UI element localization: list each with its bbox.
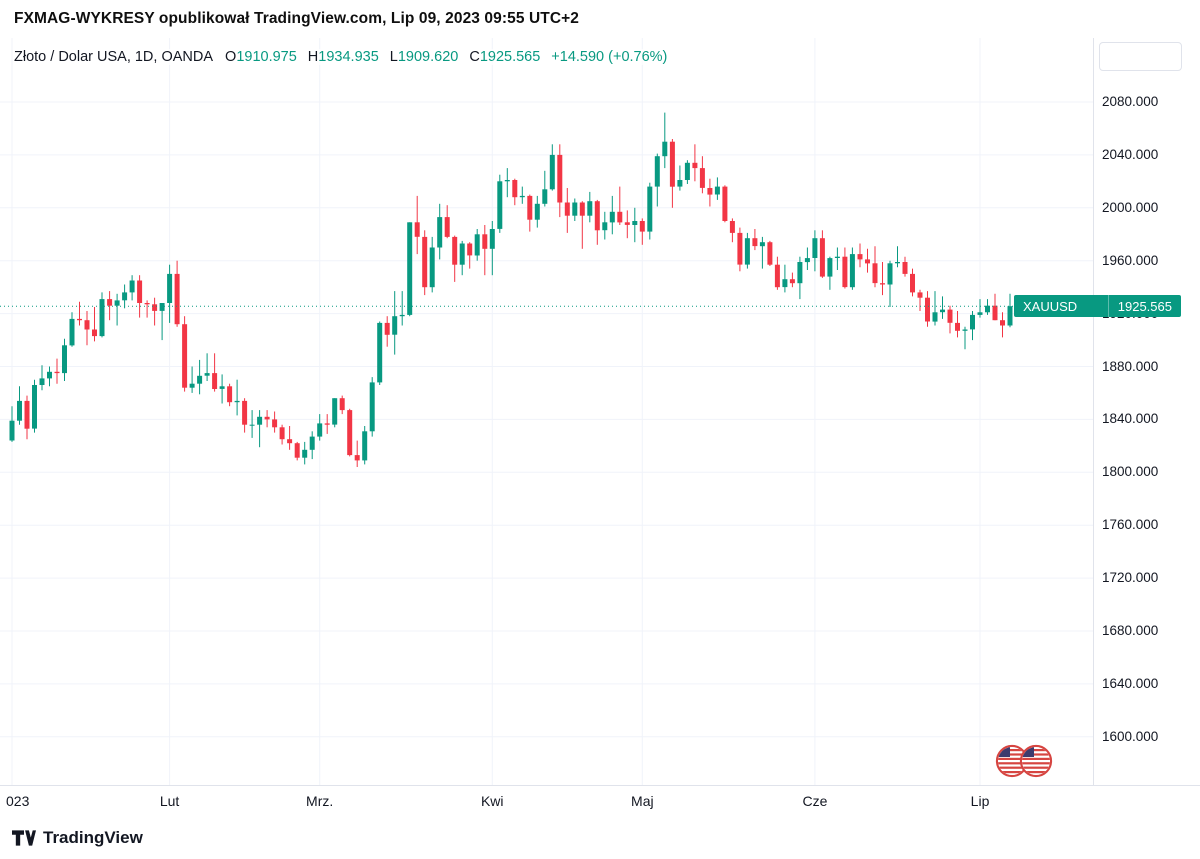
ohlc-close: C 1925.565 xyxy=(469,49,540,65)
tradingview-logo-icon[interactable] xyxy=(12,828,36,848)
price-badge: XAUUSD 1925.565 xyxy=(1014,295,1181,318)
time-axis[interactable]: 023 Lut Mrz. Kwi Maj Cze Lip xyxy=(0,785,1200,816)
ohlc-low: L 1909.620 xyxy=(390,49,459,65)
time-axis-label: Cze xyxy=(802,793,828,809)
price-axis-label: 2080.000 xyxy=(1102,94,1159,109)
price-axis-label: 2000.000 xyxy=(1102,199,1159,215)
price-axis-label: 1600.000 xyxy=(1102,728,1159,744)
price-badge-value: 1925.565 xyxy=(1117,298,1172,314)
chart-legend[interactable]: Złoto / Dolar USA, 1D, OANDA O 1910.975 H… xyxy=(14,49,674,65)
chart-widget: Złoto / Dolar USA, 1D, OANDA O 1910.975 H… xyxy=(0,38,1200,816)
time-axis-label: Lut xyxy=(159,793,180,809)
us-flag-icon xyxy=(1019,744,1053,778)
footer: TradingView xyxy=(0,816,1200,859)
price-axis-label: 1960.000 xyxy=(1102,252,1159,268)
candlestick-svg[interactable] xyxy=(0,38,1093,785)
price-axis-label: 1840.000 xyxy=(1102,411,1159,427)
price-axis-label: 2040.000 xyxy=(1102,146,1159,162)
ohlc-values: O 1910.975 H 1934.935 L 1909.620 C 1925.565 … xyxy=(225,49,667,65)
price-badge-symbol: XAUUSD xyxy=(1023,298,1078,314)
time-axis-label: Kwi xyxy=(480,793,504,809)
attribution-text: FXMAG-WYKRESY opublikował TradingView.co… xyxy=(14,10,579,27)
high-value: 1934.935 xyxy=(318,49,379,65)
price-axis-label: 1720.000 xyxy=(1102,570,1159,586)
price-axis[interactable]: 2080.0002040.0002000.0001960.0001920.000… xyxy=(1093,38,1200,785)
flag-icons xyxy=(994,743,1054,779)
price-axis-label: 1800.000 xyxy=(1102,464,1159,480)
close-label: C xyxy=(469,49,480,65)
symbol-title[interactable]: Złoto / Dolar USA, 1D, OANDA xyxy=(14,49,214,65)
low-value: 1909.620 xyxy=(397,49,459,65)
price-badge-divider xyxy=(1107,295,1109,318)
chart-pane[interactable] xyxy=(0,38,1093,785)
top-right-box[interactable] xyxy=(1099,42,1182,71)
price-axis-label: 1680.000 xyxy=(1102,623,1159,638)
tradingview-wordmark[interactable]: TradingView xyxy=(43,827,143,847)
open-value: 1910.975 xyxy=(236,49,297,65)
time-axis-label: Mrz. xyxy=(306,793,334,809)
time-axis-label: Maj xyxy=(631,793,654,809)
close-value: 1925.565 xyxy=(479,49,541,65)
low-label: L xyxy=(389,49,398,65)
price-change: +14.590 (+0.76%) xyxy=(551,49,668,65)
high-label: H xyxy=(307,49,319,65)
open-label: O xyxy=(225,49,237,65)
price-axis-label: 1640.000 xyxy=(1102,675,1159,691)
time-axis-label: 023 xyxy=(6,793,30,809)
attribution-bar: FXMAG-WYKRESY opublikował TradingView.co… xyxy=(0,0,1200,38)
price-axis-label: 1760.000 xyxy=(1102,517,1159,533)
price-axis-label: 1880.000 xyxy=(1102,358,1159,374)
ohlc-high: H 1934.935 xyxy=(308,49,379,65)
ohlc-open: O 1910.975 xyxy=(225,49,297,65)
time-axis-label: Lip xyxy=(970,793,990,809)
